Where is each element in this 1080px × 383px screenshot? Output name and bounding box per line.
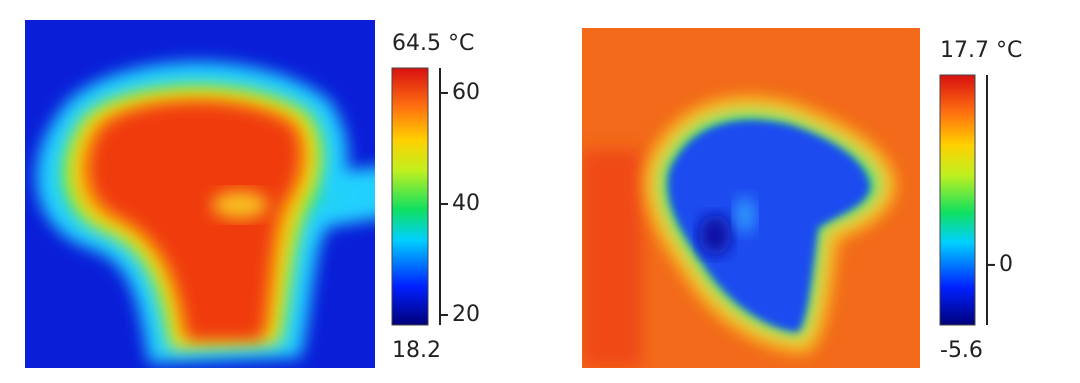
colorbar-tick-label: 60: [452, 80, 480, 105]
colorbar-min-label: -5.6: [940, 338, 983, 363]
colorbar-tick-label: 20: [452, 302, 480, 327]
colorbar-tick-label: 0: [999, 252, 1013, 277]
colorbar-max-label: 17.7 °C: [940, 38, 1022, 63]
thermal-image: [582, 28, 920, 368]
colorbar: [940, 75, 975, 325]
thermal-figure: 64.5 °C 18.2 20 40 60 17.7 °C -5.6 0: [0, 0, 1080, 383]
colorbar-min-label: 18.2: [392, 338, 441, 363]
colorbar: [392, 68, 428, 325]
colorbar-tick-label: 40: [452, 191, 480, 216]
colorbar-max-label: 64.5 °C: [392, 31, 474, 56]
thermal-image: [25, 20, 380, 368]
